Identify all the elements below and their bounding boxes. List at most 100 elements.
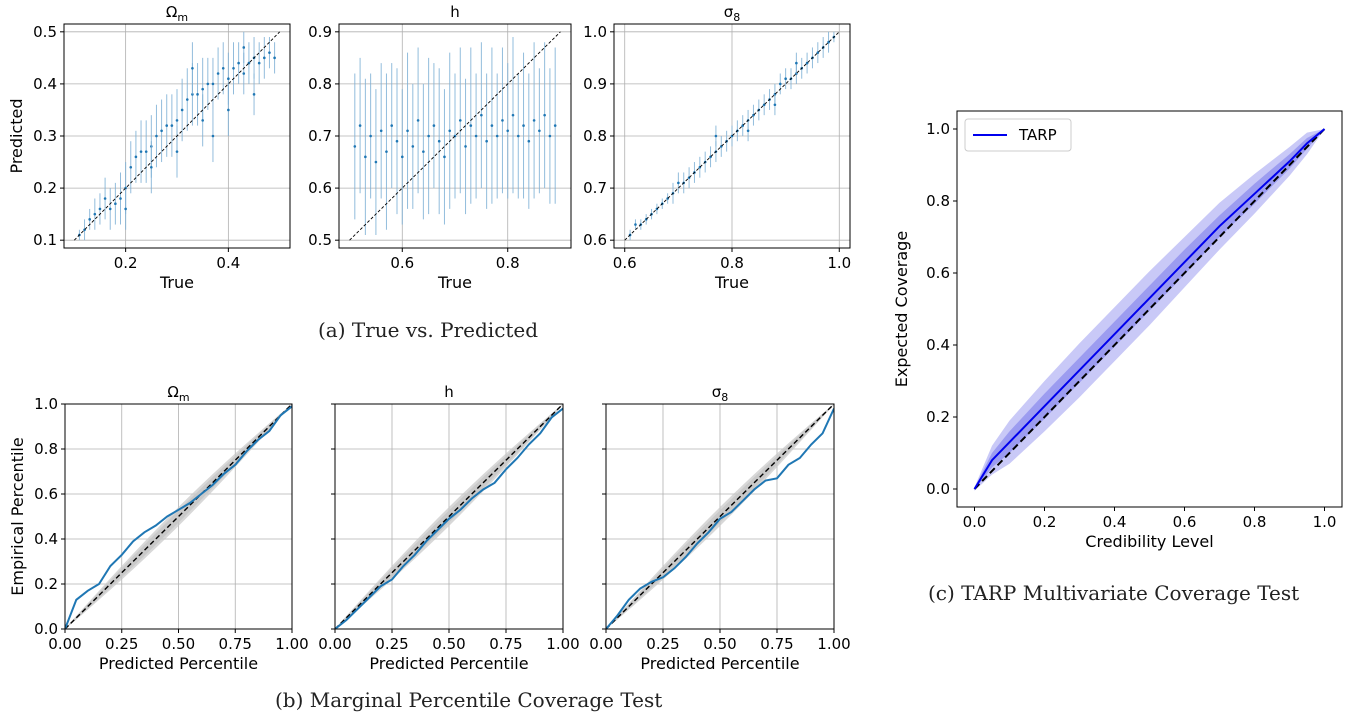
data-point: [221, 66, 225, 70]
data-point: [98, 207, 102, 211]
y-axis-label: Empirical Percentile: [8, 437, 27, 595]
data-point: [273, 56, 276, 60]
x-tick-label: 0.6: [390, 254, 414, 272]
data-point: [93, 212, 97, 216]
panel-title: Ωm: [166, 3, 188, 24]
y-tick-label: 0.9: [308, 23, 332, 41]
x-tick-label: 0.8: [1243, 513, 1267, 531]
data-point: [257, 61, 261, 65]
x-tick-label: 0.75: [489, 635, 522, 653]
data-point: [532, 119, 536, 122]
x-tick-label: 1.00: [546, 635, 579, 653]
y-tick-label: 0.0: [34, 620, 58, 638]
data-point: [677, 181, 680, 185]
data-point: [358, 124, 362, 127]
x-tick-label: 0.4: [1103, 513, 1127, 531]
data-point: [232, 66, 235, 70]
x-tick-label: 0.50: [432, 635, 465, 653]
x-tick-label: 0.6: [613, 254, 637, 272]
data-point: [252, 93, 256, 96]
y-tick-label: 0.8: [308, 75, 332, 93]
panel-title: Ωm: [167, 383, 189, 404]
x-tick-label: 0.25: [375, 635, 408, 653]
y-tick-label: 0.5: [33, 23, 57, 41]
data-point: [385, 150, 388, 153]
data-point: [390, 124, 394, 127]
x-tick-label: 0.75: [760, 635, 793, 653]
data-point: [206, 82, 210, 86]
data-point: [369, 134, 372, 138]
data-point: [437, 139, 441, 143]
axes-frame: [956, 110, 1343, 508]
plot-area: [73, 31, 281, 241]
legend-label: TARP: [1018, 126, 1057, 144]
data-point: [379, 129, 383, 133]
diagonal-line: [606, 404, 834, 629]
data-point: [516, 134, 520, 138]
data-point: [411, 145, 415, 148]
plot-area: [349, 31, 561, 241]
data-point: [191, 66, 194, 70]
diagonal-line: [973, 128, 1326, 490]
x-tick-label: 1.0: [1313, 513, 1337, 531]
data-point: [185, 98, 189, 101]
data-point: [443, 155, 446, 159]
data-point: [216, 72, 220, 75]
y-tick-label: 0.6: [308, 179, 332, 197]
x-tick-label: 0.4: [216, 254, 240, 272]
data-point: [211, 134, 215, 138]
data-point: [474, 134, 478, 138]
plot-area: [335, 404, 563, 629]
data-point: [416, 119, 420, 122]
title-sub: 8: [733, 11, 740, 24]
diagonal-line: [73, 31, 281, 241]
diagonal-line: [349, 31, 561, 241]
y-axis-label: Expected Coverage: [892, 231, 911, 387]
data-point: [242, 46, 246, 49]
data-point: [165, 124, 169, 127]
data-point: [155, 134, 158, 138]
x-axis-label: True: [714, 273, 749, 292]
data-point: [511, 113, 515, 117]
panel-title: σ8: [724, 3, 741, 24]
title-main: σ: [712, 383, 722, 401]
data-point: [227, 77, 230, 80]
y-tick-label: 0.2: [33, 179, 57, 197]
calibration-line: [335, 407, 563, 629]
x-tick-label: 1.00: [275, 635, 308, 653]
x-tick-label: 0.2: [1033, 513, 1057, 531]
data-point: [139, 150, 143, 153]
data-point: [268, 51, 271, 54]
data-point: [134, 155, 138, 159]
data-point: [242, 72, 246, 75]
calibration-line: [606, 408, 834, 629]
x-tick-label: 0.25: [105, 635, 138, 653]
panel-b2: 0.00 0.25 0.50 0.75 1.00 Predicted Percentile…: [318, 383, 579, 673]
title-main: σ: [724, 3, 734, 21]
x-tick-label: 0.8: [496, 254, 520, 272]
x-axis-label: Predicted Percentile: [99, 654, 258, 673]
y-tick-label: 1.0: [34, 395, 58, 413]
data-point: [119, 197, 122, 200]
data-point: [778, 82, 782, 86]
y-tick-label: 0.2: [34, 575, 58, 593]
data-point: [374, 160, 378, 164]
panel-a2: 0.6 0.8 0.5 0.6 0.7 0.8 0.9 True h: [308, 3, 572, 292]
data-point: [501, 119, 504, 122]
x-tick-label: 0.50: [162, 635, 195, 653]
data-point: [150, 165, 153, 169]
data-point: [129, 165, 133, 169]
data-point: [553, 124, 557, 127]
panel-b3: 0.00 0.25 0.50 0.75 1.00 Predicted Percentile…: [589, 383, 850, 673]
data-point: [237, 61, 240, 65]
data-point: [196, 93, 199, 96]
x-tick-label: 0.00: [48, 635, 81, 653]
x-tick-label: 1.00: [817, 635, 850, 653]
data-point: [88, 218, 91, 221]
tarp-line: [973, 128, 1326, 490]
data-point: [506, 129, 510, 133]
data-point: [114, 202, 117, 206]
data-point: [469, 124, 473, 127]
plot-area: [65, 404, 292, 629]
y-tick-label: 0.8: [583, 127, 607, 145]
